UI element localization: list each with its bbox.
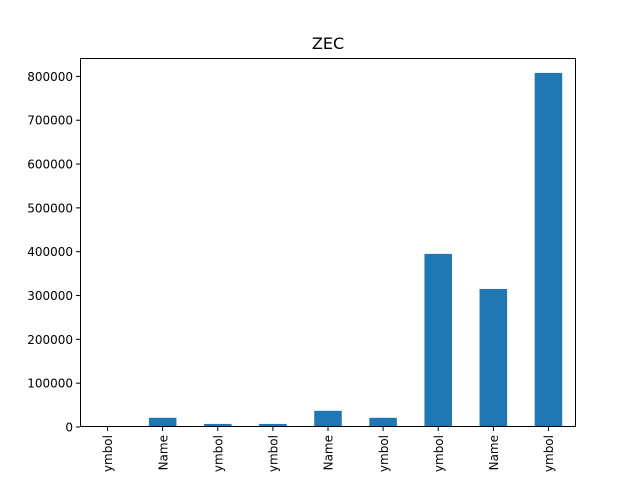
x-tick-label: ymbol: [377, 435, 391, 472]
x-axis: ymbol Name ymbol ymbol Name ymbol ymbol Name ymb…: [101, 427, 556, 472]
y-tick-label: 300000: [27, 289, 73, 303]
bar: [204, 423, 232, 427]
x-tick-label: ymbol: [267, 435, 281, 472]
y-tick-label: 500000: [27, 201, 73, 215]
y-axis: 0 100000 200000 300000 400000 500000 600000 700…: [27, 70, 80, 435]
bar: [479, 288, 508, 427]
y-tick-label: 800000: [27, 70, 73, 84]
plot-frame: [80, 58, 576, 427]
x-tick-label: ymbol: [101, 435, 115, 472]
y-tick-label: 0: [65, 421, 73, 435]
y-tick-label: 400000: [27, 245, 73, 259]
y-tick-label: 600000: [27, 158, 73, 172]
x-tick-label: Name: [322, 435, 336, 470]
x-tick-label: Name: [156, 435, 170, 470]
bar: [314, 410, 342, 427]
x-tick-label: ymbol: [542, 435, 556, 472]
y-tick-label: 100000: [27, 377, 73, 391]
chart-title: ZEC: [312, 34, 344, 53]
y-tick-label: 700000: [27, 114, 73, 128]
bar: [259, 423, 287, 427]
bar: [148, 417, 177, 427]
bar: [534, 72, 563, 427]
y-tick-label: 200000: [27, 333, 73, 347]
x-tick-label: ymbol: [211, 435, 225, 472]
bars-layer: [93, 72, 563, 427]
x-tick-label: ymbol: [432, 435, 446, 472]
x-tick-label: Name: [487, 435, 501, 470]
bar: [424, 253, 452, 427]
bar: [369, 417, 397, 427]
